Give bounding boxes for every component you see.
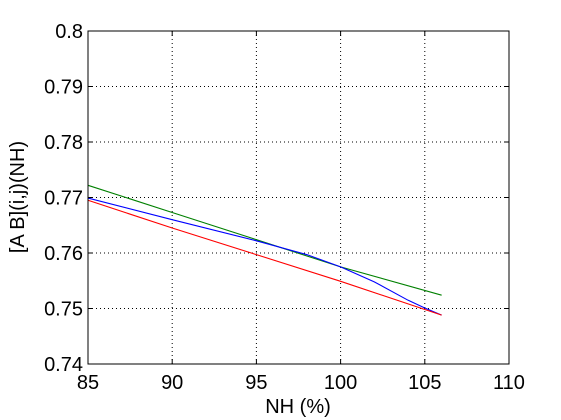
y-axis-label: [A B](i,j)(NH) (7, 141, 29, 253)
y-axis-ticks: 0.74 0.75 0.76 0.77 0.78 0.79 0.8 (44, 21, 509, 376)
x-tick-label: 100 (324, 372, 357, 394)
x-tick-label: 110 (493, 372, 525, 394)
y-tick-label: 0.8 (55, 21, 83, 43)
y-tick-label: 0.75 (44, 299, 83, 321)
x-tick-label: 90 (161, 372, 183, 394)
y-tick-label: 0.76 (44, 243, 83, 265)
x-tick-label: 105 (408, 372, 441, 394)
x-axis-label: NH (%) (265, 396, 331, 418)
series-line-2 (87, 197, 442, 316)
series-line-1 (87, 184, 442, 296)
series-line-3 (87, 199, 442, 316)
y-tick-label: 0.78 (44, 132, 83, 154)
x-tick-label: 95 (245, 372, 267, 394)
y-tick-label: 0.74 (44, 354, 83, 376)
y-tick-label: 0.79 (44, 77, 83, 99)
y-tick-label: 0.77 (44, 188, 83, 210)
x-tick-label: 85 (77, 372, 99, 394)
plot-area (87, 30, 510, 365)
x-axis-ticks: 85 90 95 100 105 110 (77, 31, 525, 394)
series-group (87, 184, 442, 316)
